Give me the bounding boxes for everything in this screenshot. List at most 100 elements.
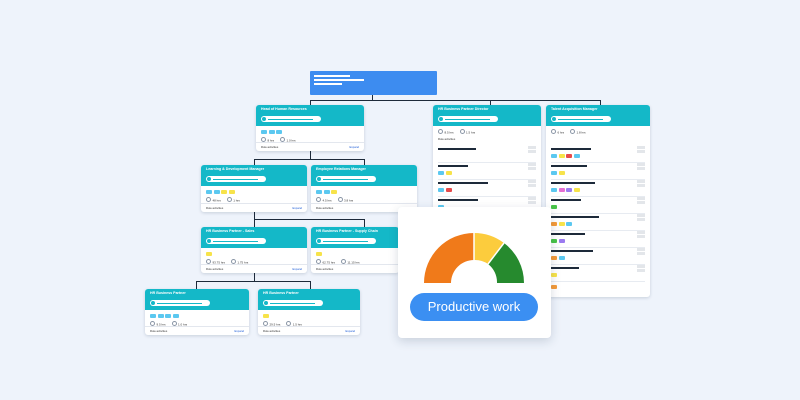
clock-icon xyxy=(337,197,343,202)
role-card-hrbp-director[interactable]: HR Business Partner Director 8.5 hrs 1.5… xyxy=(433,105,541,215)
activity-chips xyxy=(263,314,271,318)
role-activities-link[interactable]: Role activities xyxy=(316,206,334,210)
clock-icon xyxy=(263,321,268,326)
activity-row[interactable] xyxy=(551,197,645,214)
activity-row[interactable] xyxy=(551,248,645,265)
role-activities-link[interactable]: Role activities xyxy=(206,267,224,271)
metric-hours: 62.75 hrs xyxy=(322,260,336,265)
role-activities-link[interactable]: Role activities xyxy=(438,137,456,141)
activity-row[interactable] xyxy=(438,180,536,197)
activity-row[interactable] xyxy=(551,163,645,180)
metric-hours: 11.15 hrs xyxy=(347,260,360,265)
metrics: 8.5 hrs 1.5 hrs xyxy=(438,129,480,135)
gauge-segment-orange xyxy=(424,233,474,283)
chip-yellow xyxy=(221,190,227,194)
connector-line xyxy=(372,95,373,101)
role-card-hrbp-1[interactable]: HR Business Partner 9.5 hrs 1.0 hrs Role… xyxy=(145,289,249,335)
person-bar xyxy=(438,116,498,122)
activity-bar xyxy=(637,167,645,170)
role-activities-link[interactable]: Role activities xyxy=(261,145,279,149)
role-card-hrbp-2[interactable]: HR Business Partner 29.5 hrs 1.5 hrs Rol… xyxy=(258,289,360,335)
activity-bar xyxy=(637,231,645,234)
productive-work-pill[interactable]: Productive work xyxy=(410,293,538,321)
activity-row[interactable] xyxy=(438,146,536,163)
chip-blue xyxy=(566,222,572,226)
connector-line xyxy=(254,159,255,166)
card-title: HR Business Partner xyxy=(263,291,299,295)
role-card-ld-manager[interactable]: Learning & Development Manager 48 hrs 1 … xyxy=(201,165,307,212)
expand-link[interactable]: Expand xyxy=(292,206,303,210)
role-card-talent-acquisition[interactable]: Talent Acquisition Manager 6 hrs 1.8 hrs xyxy=(546,105,650,297)
card-header: Learning & Development Manager xyxy=(201,165,307,186)
expand-link[interactable]: Expand xyxy=(345,329,356,333)
card-title: HR Business Partner - Supply Chain xyxy=(316,229,378,233)
activity-bar xyxy=(637,180,645,183)
card-title: HR Business Partner Director xyxy=(438,107,489,111)
metric-hours: 1.5 hrs xyxy=(292,322,302,327)
role-card-head-hr[interactable]: Head of Human Resources 8 hrs 1.0 hrs Ro… xyxy=(256,105,364,151)
card-title: Learning & Development Manager xyxy=(206,167,265,171)
activity-row[interactable] xyxy=(551,146,645,163)
metric-hours: 48 hrs xyxy=(212,198,221,203)
role-activities-link[interactable]: Role activities xyxy=(316,267,334,271)
role-card-hrbp-supply[interactable]: HR Business Partner - Supply Chain 62.75… xyxy=(311,227,399,273)
expand-link[interactable]: Expand xyxy=(292,267,303,271)
chip-red xyxy=(445,188,452,192)
activity-bar xyxy=(637,235,645,238)
connector-line xyxy=(196,281,310,282)
card-header: HR Business Partner Director xyxy=(433,105,541,126)
role-activities-link[interactable]: Role activities xyxy=(150,329,168,333)
expand-link[interactable]: Expand xyxy=(349,145,360,149)
connector-line xyxy=(600,100,601,106)
chip-green xyxy=(551,205,557,209)
activity-bar xyxy=(528,167,536,170)
metric-hours: 8.5 hrs xyxy=(444,130,454,135)
root-node[interactable] xyxy=(310,71,437,95)
root-line xyxy=(314,83,342,85)
activity-chips xyxy=(316,252,324,256)
activity-row[interactable] xyxy=(551,214,645,231)
activity-row[interactable] xyxy=(551,180,645,197)
activity-line xyxy=(438,165,468,167)
metric-hours: 29.5 hrs xyxy=(269,322,281,327)
activity-row[interactable] xyxy=(551,282,645,297)
card-footer: Role activities Expand xyxy=(201,203,307,212)
activity-line xyxy=(551,233,585,235)
connector-line xyxy=(310,150,311,160)
card-header: Head of Human Resources xyxy=(256,105,364,126)
role-card-er-manager[interactable]: Employee Relations Manager 4.5 hrs 3.8 h… xyxy=(311,165,417,212)
chip-blue xyxy=(323,190,330,194)
card-footer: Role activities Expand xyxy=(256,142,364,151)
chip-blue xyxy=(558,256,565,260)
card-title: HR Business Partner xyxy=(150,291,186,295)
activity-chips xyxy=(438,188,453,192)
activity-bar xyxy=(637,252,645,255)
activity-bar xyxy=(637,146,645,149)
activity-chips xyxy=(206,190,236,194)
chip-blue xyxy=(261,130,267,134)
chip-blue xyxy=(573,154,580,158)
card-header: HR Business Partner - Supply Chain xyxy=(311,227,399,248)
role-activities-link[interactable]: Role activities xyxy=(206,206,224,210)
activity-line xyxy=(438,182,488,184)
activity-chips xyxy=(551,171,566,175)
clock-icon xyxy=(459,129,465,134)
card-title: HR Business Partner - Sales xyxy=(206,229,255,233)
metric-hours: 1 hrs xyxy=(233,198,240,203)
clock-icon xyxy=(570,129,576,134)
role-card-hrbp-sales[interactable]: HR Business Partner - Sales 93.75 hrs 1.… xyxy=(201,227,307,273)
activity-row[interactable] xyxy=(551,265,645,282)
person-bar xyxy=(551,116,611,122)
activity-line xyxy=(438,199,478,201)
activity-bar xyxy=(528,184,536,187)
connector-line xyxy=(196,281,197,289)
expand-link[interactable]: Expand xyxy=(234,329,245,333)
chip-purple xyxy=(566,188,572,192)
activity-row[interactable] xyxy=(438,163,536,180)
card-title: Head of Human Resources xyxy=(261,107,307,111)
activity-chips xyxy=(551,285,559,289)
productivity-gauge-card: Productive work xyxy=(398,207,551,338)
role-activities-link[interactable]: Role activities xyxy=(263,329,281,333)
activity-bar xyxy=(528,150,536,153)
activity-row[interactable] xyxy=(551,231,645,248)
